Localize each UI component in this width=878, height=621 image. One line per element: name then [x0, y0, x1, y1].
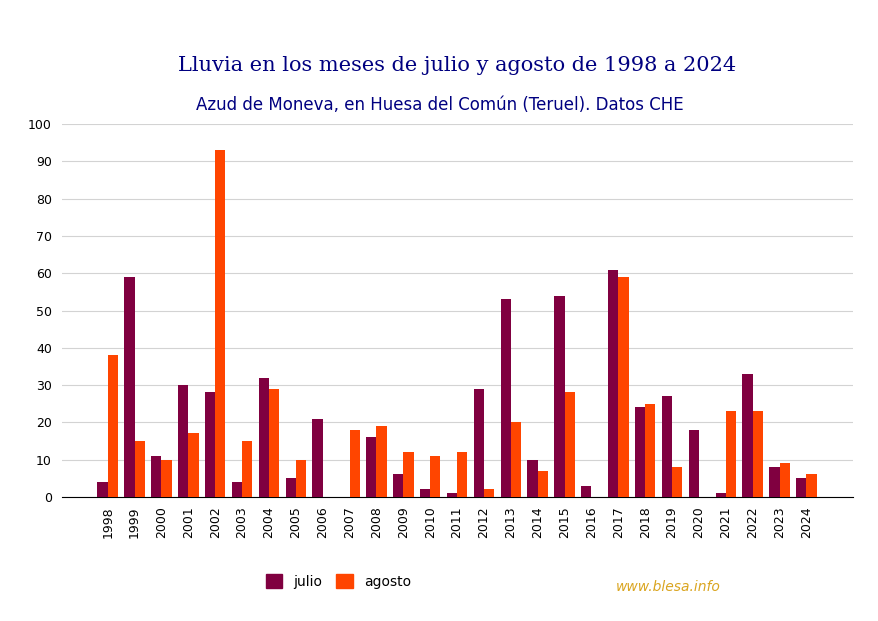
Bar — [232, 482, 241, 497]
Bar — [715, 493, 725, 497]
Bar — [446, 493, 457, 497]
Title: Lluvia en los meses de julio y agosto de 1998 a 2024: Lluvia en los meses de julio y agosto de… — [178, 57, 735, 75]
Bar — [795, 478, 805, 497]
Bar — [725, 411, 735, 497]
Bar — [241, 441, 252, 497]
Bar — [151, 456, 162, 497]
Bar — [134, 441, 145, 497]
Bar — [527, 460, 537, 497]
Bar — [97, 482, 108, 497]
Bar — [162, 460, 171, 497]
Bar — [124, 277, 134, 497]
Bar — [672, 467, 681, 497]
Bar — [644, 404, 655, 497]
Bar — [688, 430, 698, 497]
Bar — [269, 389, 279, 497]
Bar — [296, 460, 306, 497]
Bar — [205, 392, 215, 497]
Bar — [661, 396, 672, 497]
Text: Azud de Moneva, en Huesa del Común (Teruel). Datos CHE: Azud de Moneva, en Huesa del Común (Teru… — [196, 96, 682, 114]
Bar — [376, 426, 386, 497]
Text: www.blesa.info: www.blesa.info — [615, 580, 720, 594]
Bar — [779, 463, 789, 497]
Bar — [420, 489, 429, 497]
Bar — [554, 296, 564, 497]
Bar — [537, 471, 547, 497]
Legend: julio, agosto: julio, agosto — [260, 568, 416, 594]
Bar — [457, 452, 467, 497]
Bar — [403, 452, 413, 497]
Bar — [313, 419, 322, 497]
Bar — [768, 467, 779, 497]
Bar — [392, 474, 403, 497]
Bar — [349, 430, 359, 497]
Bar — [178, 385, 188, 497]
Bar — [752, 411, 762, 497]
Bar — [742, 374, 752, 497]
Bar — [500, 299, 510, 497]
Bar — [634, 407, 644, 497]
Bar — [473, 389, 484, 497]
Bar — [484, 489, 493, 497]
Bar — [608, 270, 617, 497]
Bar — [510, 422, 521, 497]
Bar — [564, 392, 574, 497]
Bar — [108, 355, 118, 497]
Bar — [258, 378, 269, 497]
Bar — [617, 277, 628, 497]
Bar — [188, 433, 198, 497]
Bar — [215, 150, 225, 497]
Bar — [285, 478, 296, 497]
Bar — [580, 486, 591, 497]
Bar — [429, 456, 440, 497]
Bar — [366, 437, 376, 497]
Bar — [805, 474, 816, 497]
